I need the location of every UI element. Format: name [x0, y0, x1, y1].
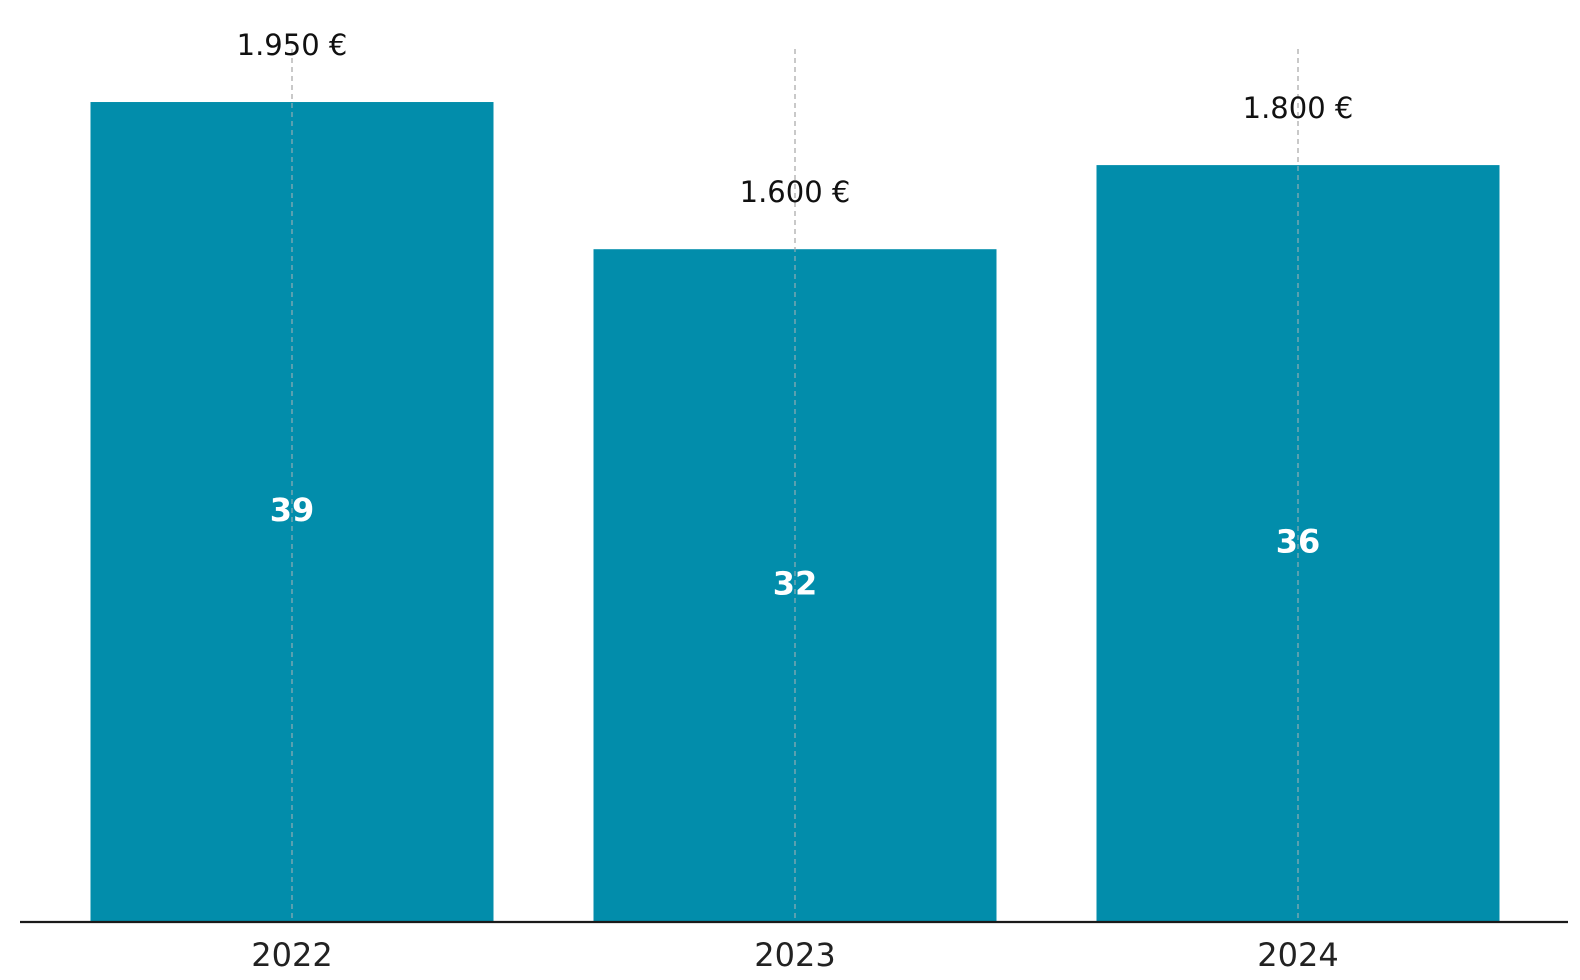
bar-2024 [1096, 165, 1500, 923]
inner-label-2024: 36 [1276, 523, 1321, 561]
inner-label-2023: 32 [773, 565, 818, 603]
x-tick-label-2024: 2024 [1257, 936, 1338, 974]
x-axis-tick-labels: 2022 2023 2024 [251, 936, 1338, 974]
value-label-2023: 1.600 € [740, 175, 851, 209]
data-labels: 1.950 € 39 1.600 € 32 1.800 € 36 [237, 28, 1354, 603]
value-label-2022: 1.950 € [237, 28, 348, 62]
grid-lines-over-bars [291, 49, 1299, 922]
x-tick-label-2023: 2023 [754, 936, 835, 974]
inner-label-2022: 39 [270, 491, 315, 529]
x-tick-label-2022: 2022 [251, 936, 332, 974]
value-label-2024: 1.800 € [1243, 91, 1354, 125]
